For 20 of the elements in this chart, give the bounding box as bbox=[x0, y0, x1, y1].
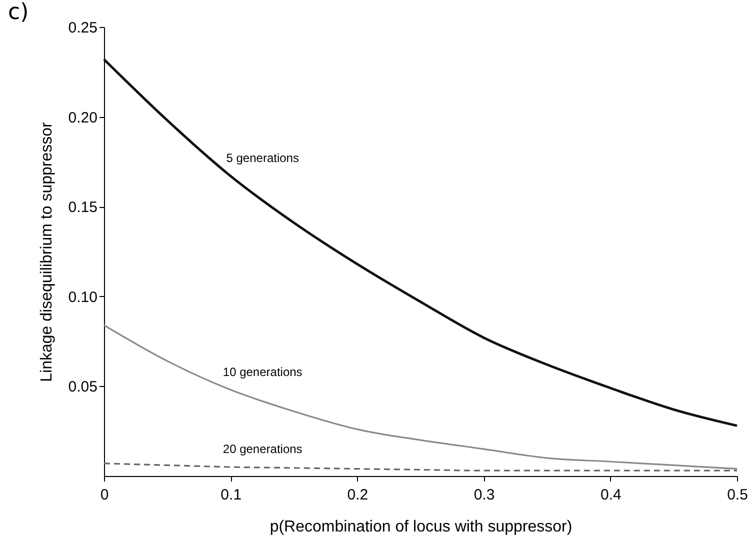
series-label: 20 generations bbox=[222, 442, 302, 456]
y-tick-label: 0.05 bbox=[68, 378, 98, 396]
y-tick-label: 0.15 bbox=[68, 199, 98, 216]
y-tick-label: 0.25 bbox=[68, 20, 98, 36]
line-series bbox=[103, 462, 738, 472]
y-axis-title: Linkage disequilibrium to suppressor bbox=[38, 121, 56, 382]
x-axis-title: p(Recombination of locus with suppressor) bbox=[270, 518, 572, 536]
text: c) bbox=[8, 0, 29, 25]
series-label: 5 generations bbox=[226, 151, 299, 166]
series-label: 10 generations bbox=[222, 364, 302, 379]
x-tick-label: 0.5 bbox=[727, 486, 748, 504]
line-series bbox=[103, 324, 738, 470]
x-tick-label: 0.4 bbox=[600, 486, 622, 504]
x-tick-label: 0.1 bbox=[220, 486, 242, 504]
y-tick-label: 0.10 bbox=[68, 288, 98, 306]
line-series bbox=[102, 58, 738, 427]
y-tick-label: 0.20 bbox=[68, 109, 98, 126]
x-tick-label: 0 bbox=[100, 486, 109, 504]
x-tick-label: 0.2 bbox=[347, 486, 368, 504]
x-tick-label: 0.3 bbox=[474, 486, 495, 504]
